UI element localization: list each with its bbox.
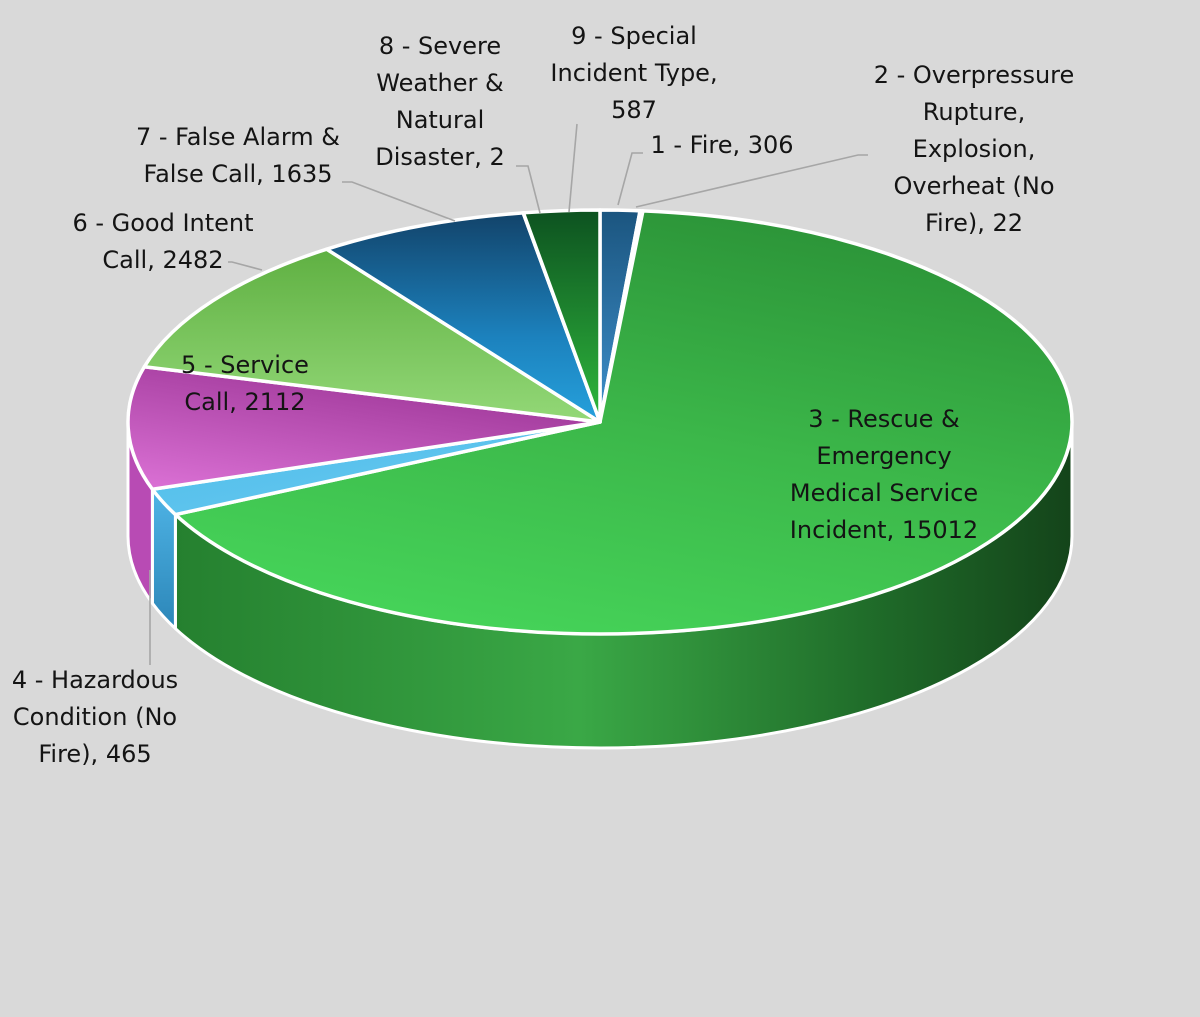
slice-label-3-rescue-emergency-medical-service-incident: 3 - Rescue & Emergency Medical Service Inci… xyxy=(790,405,978,544)
pie-slice-3-rescue-emergency-medical-service-incident xyxy=(173,209,1074,636)
leader-line-8-severe-weather-natural-disaster xyxy=(516,165,541,214)
pie-top-layer xyxy=(126,208,1074,636)
slice-label-6-good-intent-call: 6 - Good Intent Call, 2482 xyxy=(72,209,253,274)
pie-slice-5-service-call xyxy=(126,364,602,492)
slice-labels: 1 - Fire, 306 2 - Overpressure Rupture, Exp… xyxy=(12,22,1074,768)
pie-slice-7-false-alarm-false-call xyxy=(324,211,602,424)
leader-line-2-overpressure-rupture-explosion-overheat-no-fire xyxy=(635,154,868,208)
leader-line-1-fire xyxy=(617,152,643,206)
leader-lines xyxy=(149,123,868,665)
pie-slice-9-special-incident-type xyxy=(521,208,602,424)
slice-label-4-hazardous-condition-no-fire: 4 - Hazardous Condition (No Fire), 465 xyxy=(12,666,178,768)
leader-line-9-special-incident-type xyxy=(568,123,578,213)
slice-label-9-special-incident-type: 9 - Special Incident Type, 587 xyxy=(550,22,717,124)
leader-line-7-false-alarm-false-call xyxy=(342,181,456,222)
slice-label-8-severe-weather-natural-disaster: 8 - Severe Weather & Natural Disaster, 2 xyxy=(375,32,504,171)
slice-label-2-overpressure-rupture-explosion-overheat-no-fire: 2 - Overpressure Rupture, Explosion, Overhe… xyxy=(874,61,1075,237)
slice-label-7-false-alarm-false-call: 7 - False Alarm & False Call, 1635 xyxy=(136,123,340,188)
slice-label-5-service-call: 5 - Service Call, 2112 xyxy=(181,351,309,416)
slice-label-1-fire: 1 - Fire, 306 xyxy=(650,131,793,159)
pie-slice-6-good-intent-call xyxy=(142,247,602,424)
leader-line-6-good-intent-call xyxy=(228,261,263,271)
